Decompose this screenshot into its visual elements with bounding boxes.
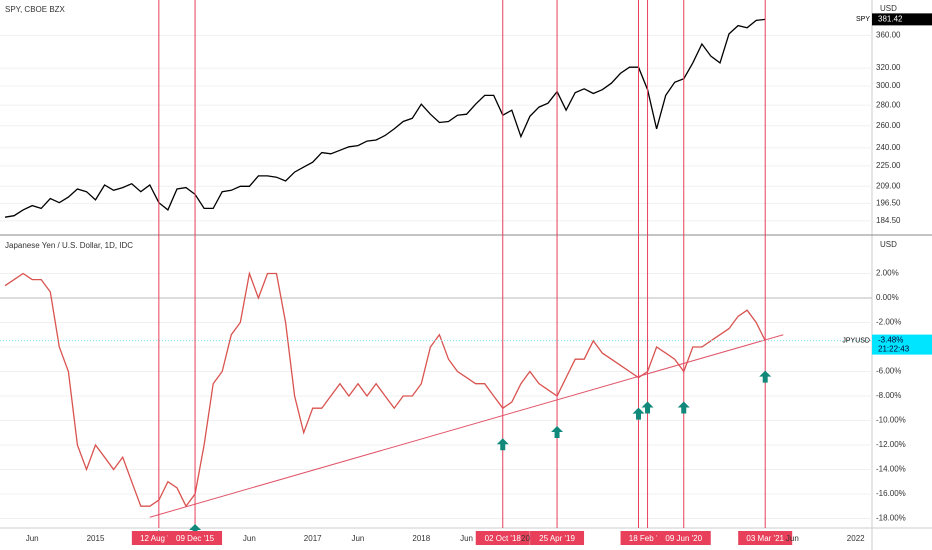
x-tick-label: 2015 xyxy=(87,534,105,543)
x-tick-label: 18 Feb '20 xyxy=(629,534,667,543)
y-tick-label: 320.00 xyxy=(876,63,901,72)
x-tick-label: 25 Apr '19 xyxy=(539,534,575,543)
y-tick-label: -6.00% xyxy=(876,367,901,376)
y-tick-label: 240.00 xyxy=(876,143,901,152)
x-tick-label: 12 Aug '15 xyxy=(140,534,178,543)
axis-label: USD xyxy=(880,240,897,249)
x-tick-label: 2017 xyxy=(304,534,322,543)
y-tick-label: -10.00% xyxy=(876,416,906,425)
x-tick-label: 03 Mar '21 xyxy=(746,534,784,543)
last-price: 381.42 xyxy=(878,14,903,23)
x-tick-label: Jun xyxy=(243,534,256,543)
x-tick-label: Jun xyxy=(26,534,39,543)
arrow xyxy=(632,407,645,420)
x-tick-label: Jun xyxy=(351,534,364,543)
x-tick-label: 2022 xyxy=(847,534,865,543)
last-name: SPY xyxy=(856,16,870,23)
y-tick-label: 225.00 xyxy=(876,161,901,170)
y-tick-label: 209.00 xyxy=(876,181,901,190)
last-price-tag xyxy=(872,13,932,26)
y-tick-label: -8.00% xyxy=(876,391,901,400)
last-price: -3.48% xyxy=(878,336,903,345)
x-tick-label: 09 Jun '20 xyxy=(665,534,702,543)
arrow xyxy=(551,425,564,438)
y-tick-label: 196.50 xyxy=(876,199,901,208)
y-tick-label: -18.00% xyxy=(876,514,906,523)
y-tick-label: 2.00% xyxy=(876,269,899,278)
y-tick-label: 360.00 xyxy=(876,31,901,40)
y-tick-label: -16.00% xyxy=(876,489,906,498)
y-tick-label: -14.00% xyxy=(876,465,906,474)
chart-title: Japanese Yen / U.S. Dollar, 1D, IDC xyxy=(5,241,133,250)
arrow xyxy=(189,523,202,536)
y-tick-label: 300.00 xyxy=(876,81,901,90)
last-name: JPYUSD xyxy=(842,337,870,344)
event-label-bg xyxy=(475,531,530,545)
arrow xyxy=(641,401,654,414)
axis-label: USD xyxy=(880,4,897,13)
x-tick-label: 2018 xyxy=(412,534,430,543)
x-tick-label: Jun xyxy=(786,534,799,543)
event-label-bg xyxy=(738,531,793,545)
countdown: 21:22:43 xyxy=(878,345,910,354)
x-tick-label: 09 Dec '15 xyxy=(176,534,215,543)
event-label-bg xyxy=(530,531,585,545)
x-tick-label: Jun xyxy=(460,534,473,543)
y-tick-label: 184.50 xyxy=(876,216,901,225)
arrow xyxy=(759,370,772,383)
arrow xyxy=(677,401,690,414)
event-label-bg xyxy=(168,531,223,545)
last-price-tag xyxy=(872,334,932,355)
trendline xyxy=(149,334,784,518)
y-tick-label: -12.00% xyxy=(876,440,906,449)
x-tick-label: 02 Oct '18 xyxy=(485,534,522,543)
y-tick-label: -2.00% xyxy=(876,318,901,327)
chart-title: SPY, CBOE BZX xyxy=(5,5,66,14)
y-tick-label: 260.00 xyxy=(876,121,901,130)
y-tick-label: 280.00 xyxy=(876,100,901,109)
event-label-bg xyxy=(656,531,711,545)
arrow xyxy=(496,438,509,451)
y-tick-label: 0.00% xyxy=(876,293,899,302)
